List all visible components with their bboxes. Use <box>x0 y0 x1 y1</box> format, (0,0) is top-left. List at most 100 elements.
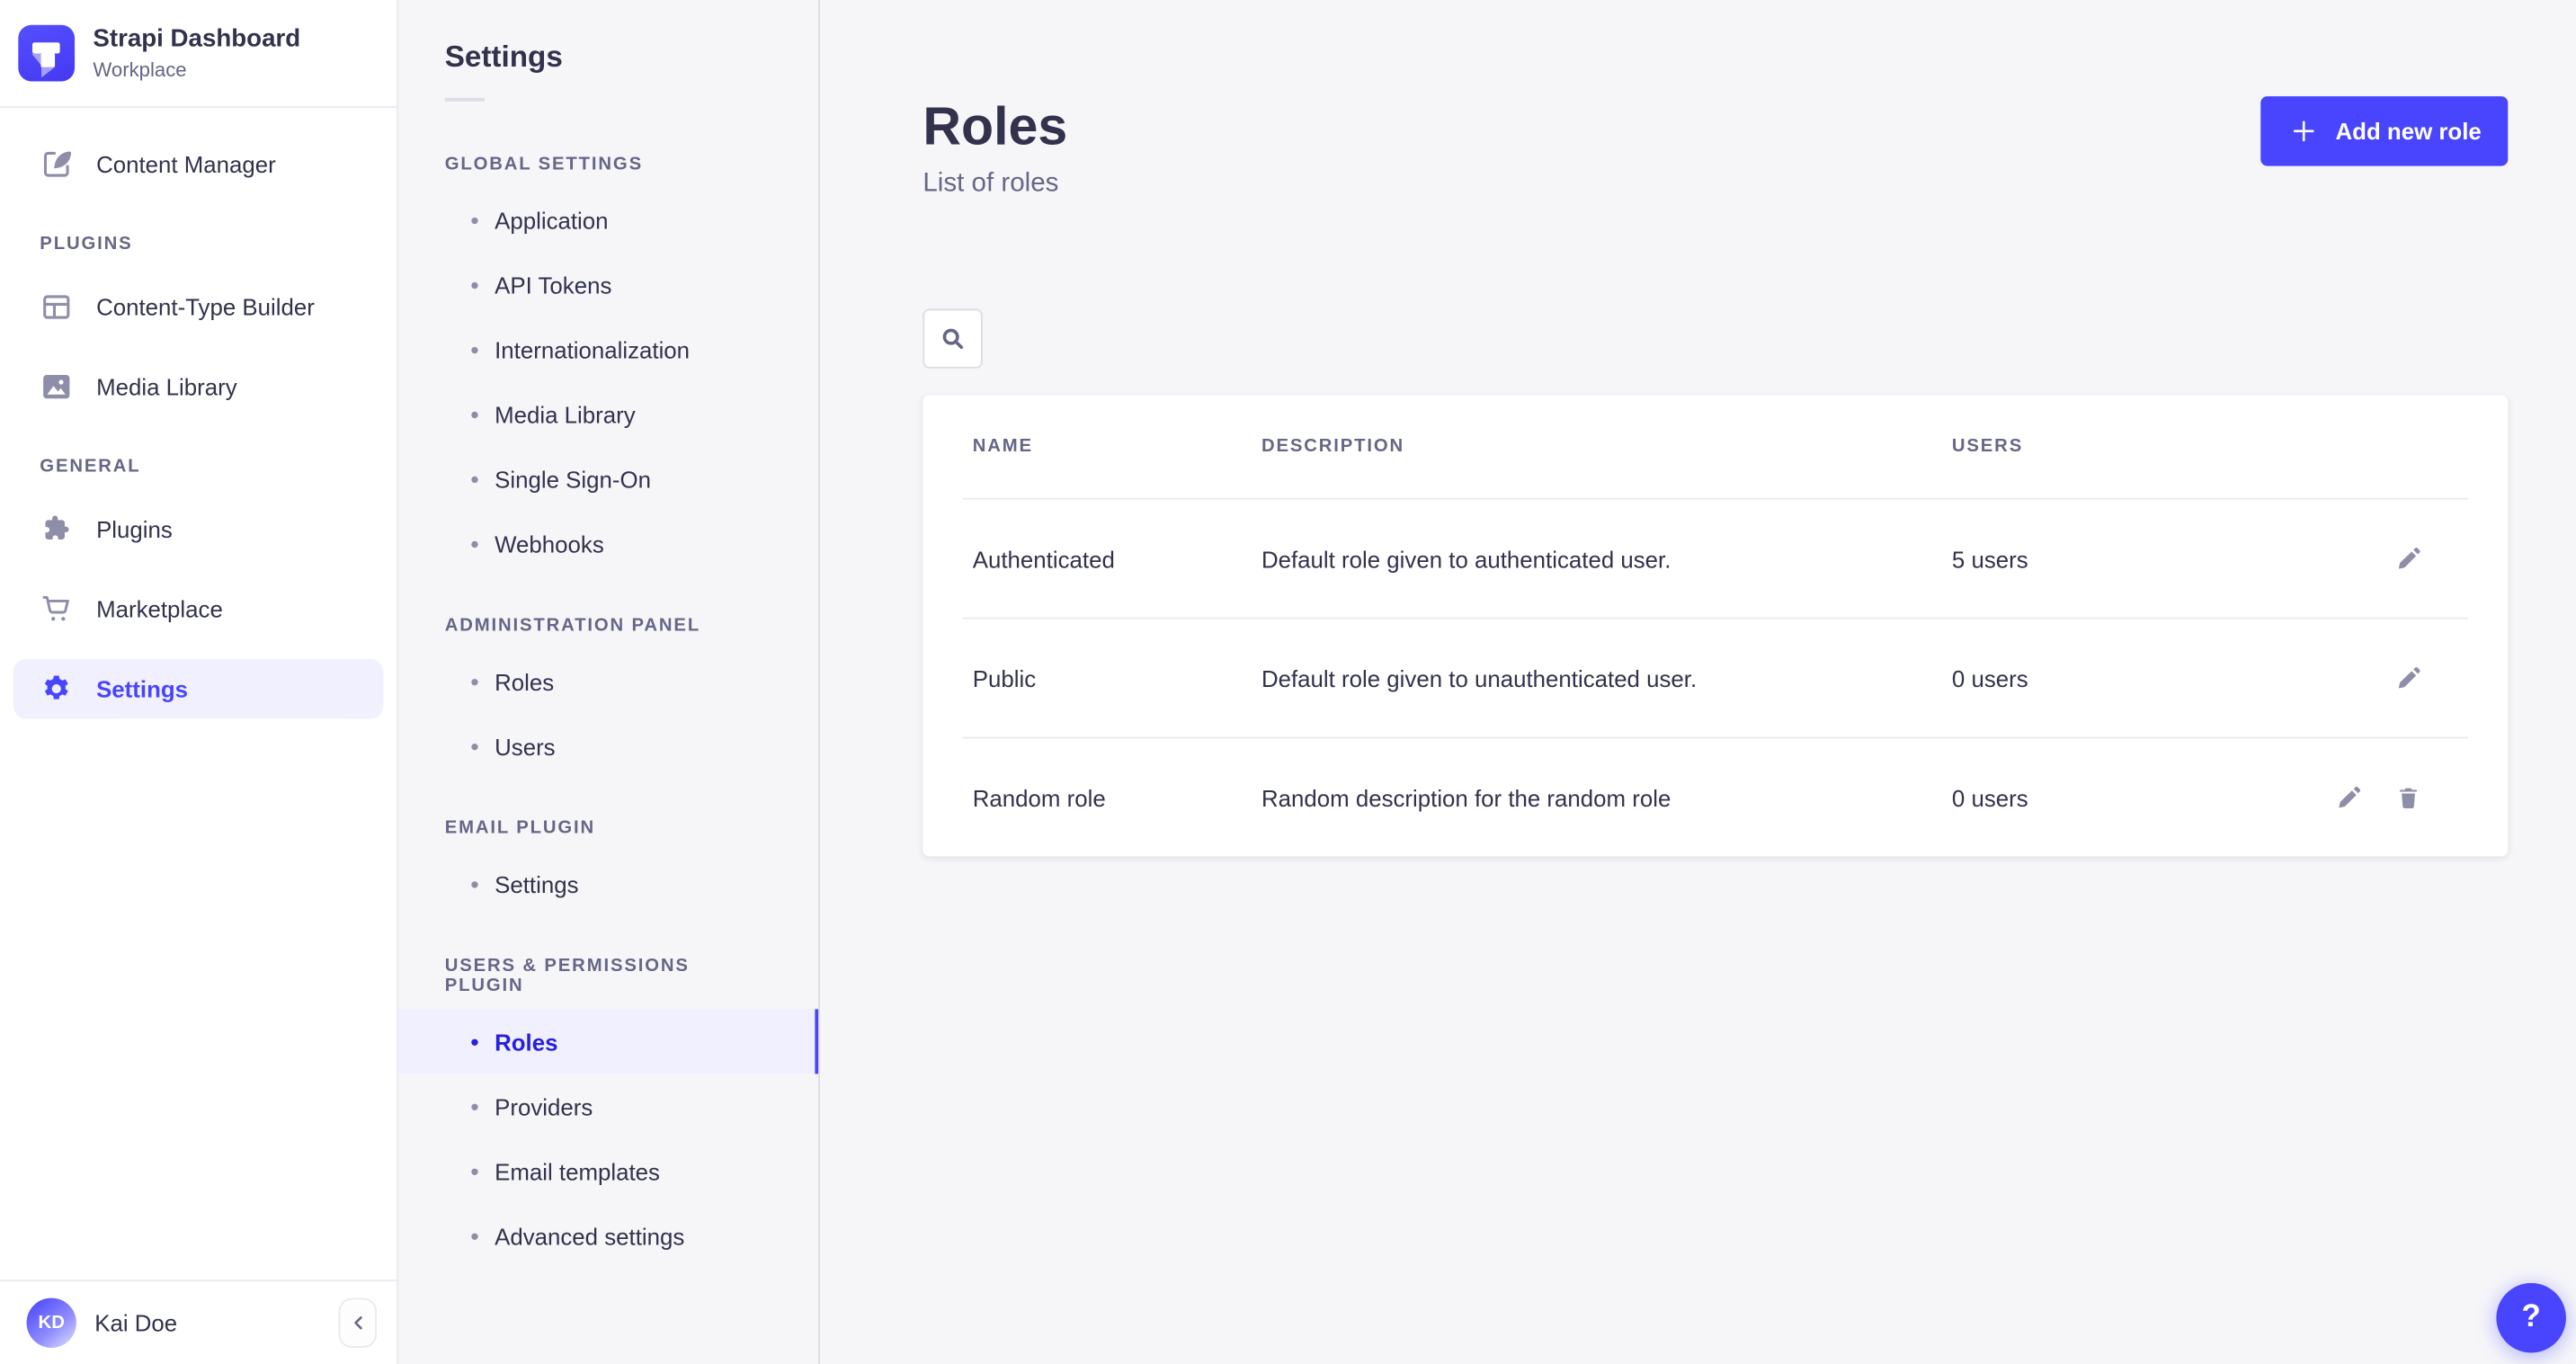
column-header-users: USERS <box>1951 436 2024 457</box>
row-actions <box>2395 664 2458 691</box>
plugins-icon <box>40 513 73 546</box>
nav-section-general: GENERAL <box>40 456 141 477</box>
role-name: Public <box>972 664 1037 691</box>
subnav-item-label: API Tokens <box>495 271 612 299</box>
bullet-icon <box>471 281 478 289</box>
subnav-section-label: EMAIL PLUGIN <box>444 818 596 839</box>
edit-role-button[interactable] <box>2335 784 2362 811</box>
table-row-authenticated[interactable]: Authenticated Default role given to auth… <box>923 500 2508 618</box>
subnav-item-api-tokens[interactable]: API Tokens <box>398 253 818 317</box>
role-users-count: 5 users <box>1951 545 2028 572</box>
subnav-item-admin-users[interactable]: Users <box>398 714 818 779</box>
add-new-role-label: Add new role <box>2335 118 2482 145</box>
subnav-divider <box>444 97 486 102</box>
main-sidebar: Strapi Dashboard Workplace Content Manag… <box>0 0 399 1364</box>
workspace-switcher[interactable]: Strapi Dashboard Workplace <box>0 0 397 108</box>
media-library-icon <box>40 370 73 404</box>
collapse-sidebar-button[interactable] <box>338 1297 378 1348</box>
table-divider <box>962 497 2469 500</box>
marketplace-cart-icon <box>40 593 73 626</box>
subnav-item-label: Webhooks <box>495 530 604 557</box>
delete-role-button[interactable] <box>2395 784 2422 811</box>
subnav-item-admin-roles[interactable]: Roles <box>398 649 818 714</box>
sidebar-item-content-type-builder[interactable]: Content-Type Builder <box>13 277 384 336</box>
settings-gear-icon <box>40 673 73 706</box>
sidebar-footer: KD Kai Doe <box>0 1279 397 1364</box>
bullet-icon <box>471 539 478 548</box>
bullet-icon <box>471 1038 478 1046</box>
bullet-icon <box>471 1102 478 1110</box>
subnav-item-single-sign-on[interactable]: Single Sign-On <box>398 447 818 512</box>
subnav-section-administration-panel: ADMINISTRATION PANEL Roles Users <box>398 616 818 779</box>
bullet-icon <box>471 678 478 685</box>
subnav-title: Settings <box>444 40 563 74</box>
page-title: Roles <box>923 96 1068 156</box>
bullet-icon <box>471 216 478 224</box>
roles-table: NAME DESCRIPTION USERS Authenticated Def… <box>923 395 2509 857</box>
column-header-name: NAME <box>972 436 1033 457</box>
role-description: Default role given to unauthenticated us… <box>1261 664 1698 691</box>
subnav-item-internationalization[interactable]: Internationalization <box>398 317 818 382</box>
subnav-item-up-providers[interactable]: Providers <box>398 1074 818 1138</box>
sidebar-item-plugins[interactable]: Plugins <box>13 500 384 559</box>
subnav-item-label: Single Sign-On <box>495 465 651 493</box>
sidebar-item-settings[interactable]: Settings <box>13 658 384 719</box>
brand-title: Strapi Dashboard <box>93 24 301 54</box>
page-header: Roles List of roles Add new role <box>923 93 2509 199</box>
search-icon <box>938 324 967 353</box>
subnav-section-label: ADMINISTRATION PANEL <box>444 615 701 637</box>
role-name: Authenticated <box>972 545 1115 572</box>
sidebar-item-label: Marketplace <box>96 595 223 623</box>
subnav-item-up-advanced-settings[interactable]: Advanced settings <box>398 1203 818 1268</box>
bullet-icon <box>471 1232 478 1240</box>
add-new-role-button[interactable]: Add new role <box>2260 96 2509 166</box>
subnav-item-email-settings[interactable]: Settings <box>398 851 818 916</box>
role-users-count: 0 users <box>1951 784 2028 811</box>
subnav-item-media-library[interactable]: Media Library <box>398 382 818 447</box>
search-button[interactable] <box>923 308 983 369</box>
subnav-section-global-settings: GLOBAL SETTINGS Application API Tokens I… <box>398 155 818 576</box>
content-type-builder-icon <box>40 290 73 324</box>
bullet-icon <box>471 345 478 353</box>
main-content: Roles List of roles Add new role NAME DE… <box>820 0 2576 1364</box>
sidebar-item-label: Content-Type Builder <box>96 293 315 321</box>
bullet-icon <box>471 880 478 887</box>
edit-role-button[interactable] <box>2395 664 2422 691</box>
settings-subnav: Settings GLOBAL SETTINGS Application API… <box>398 0 820 1364</box>
plus-icon <box>2287 114 2321 147</box>
bullet-icon <box>471 410 478 418</box>
table-header-row: NAME DESCRIPTION USERS <box>923 395 2508 497</box>
subnav-item-label: Roles <box>495 668 555 695</box>
sidebar-item-media-library[interactable]: Media Library <box>13 357 384 416</box>
edit-role-button[interactable] <box>2395 545 2422 572</box>
pencil-icon <box>2395 545 2422 572</box>
role-name: Random role <box>972 784 1106 811</box>
table-row-public[interactable]: Public Default role given to unauthentic… <box>923 620 2508 737</box>
bullet-icon <box>471 1167 478 1175</box>
pencil-icon <box>2335 784 2362 811</box>
brand-text: Strapi Dashboard Workplace <box>93 25 300 82</box>
sidebar-item-label: Content Manager <box>96 150 276 178</box>
page-header-text: Roles List of roles <box>923 93 1067 199</box>
subnav-item-up-roles[interactable]: Roles <box>398 1009 819 1074</box>
subnav-item-up-email-templates[interactable]: Email templates <box>398 1138 818 1203</box>
row-actions <box>2335 784 2458 811</box>
page-subtitle: List of roles <box>923 169 1059 198</box>
table-row-random-role[interactable]: Random role Random description for the r… <box>923 738 2508 856</box>
subnav-item-label: Users <box>495 733 556 760</box>
sidebar-item-label: Plugins <box>96 516 173 543</box>
sidebar-item-marketplace[interactable]: Marketplace <box>13 579 384 638</box>
user-avatar[interactable]: KD <box>26 1297 76 1348</box>
subnav-item-webhooks[interactable]: Webhooks <box>398 512 818 576</box>
subnav-item-label: Application <box>495 206 609 234</box>
help-button[interactable]: ? <box>2496 1282 2566 1353</box>
sidebar-item-content-manager[interactable]: Content Manager <box>13 135 384 194</box>
subnav-item-label: Media Library <box>495 400 636 428</box>
subnav-item-application[interactable]: Application <box>398 188 818 253</box>
role-description: Default role given to authenticated user… <box>1261 545 1671 572</box>
subnav-item-label: Internationalization <box>495 335 691 363</box>
subnav-section-label: GLOBAL SETTINGS <box>444 154 643 174</box>
table-divider <box>962 617 2469 620</box>
sidebar-item-label: Media Library <box>96 373 237 400</box>
